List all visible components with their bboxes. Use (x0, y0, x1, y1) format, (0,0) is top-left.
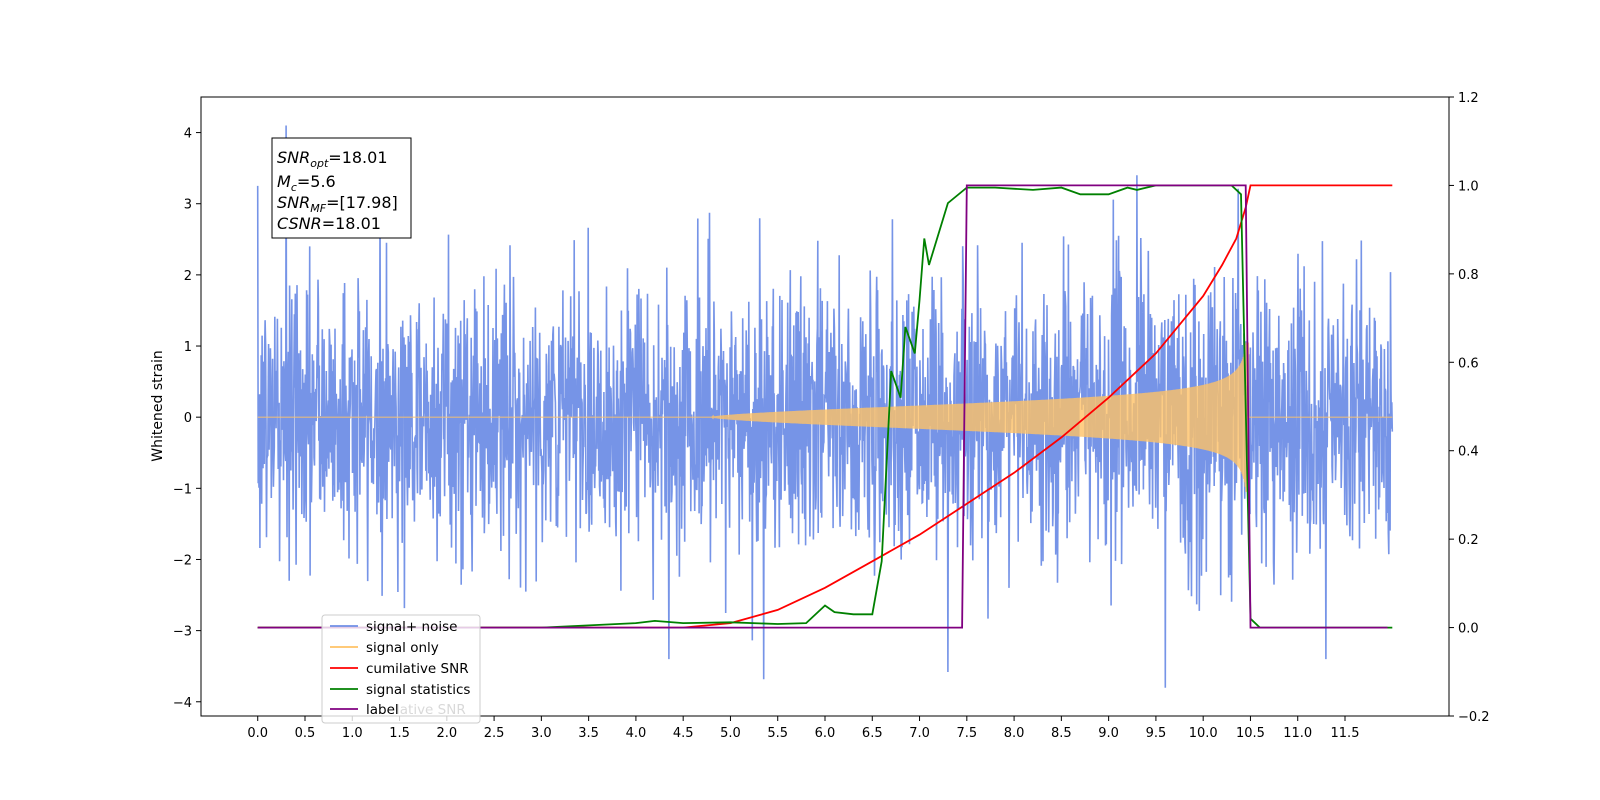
x-tick-label: 2.5 (484, 726, 505, 741)
legend-label: signal statistics (366, 682, 470, 698)
y2-tick-label: 1.0 (1458, 179, 1479, 194)
x-tick-label: 7.5 (956, 726, 977, 741)
x-tick-label: 1.0 (342, 726, 363, 741)
y-axis-ticks: 4 3 2 1 0 −1 −2 −3 −4 (173, 127, 201, 711)
legend-label: label (366, 702, 399, 718)
y2-tick-label: 0.4 (1458, 445, 1479, 460)
y-tick-label: 4 (184, 127, 192, 142)
series-signal-only (257, 342, 1393, 492)
y-tick-label: −3 (173, 625, 192, 640)
legend-label: signal+ noise (366, 619, 457, 635)
y-tick-label: 3 (184, 198, 192, 213)
legend-item-cumulative-snr: cumilative SNR (330, 661, 469, 677)
y-tick-label: −2 (173, 553, 192, 568)
y-tick-label: −1 (173, 482, 192, 497)
metrics-annotation-box: SNRopt=18.01 Mc=5.6 SNRMF=[17.98] CSNR=1… (271, 137, 412, 239)
series-cumulative-snr (257, 184, 1393, 629)
x-tick-label: 3.5 (578, 726, 599, 741)
x-tick-label: 8.5 (1051, 726, 1072, 741)
y2-axis-ticks: 1.2 1.0 0.8 0.6 0.4 0.2 0.0 −0.2 (1449, 91, 1490, 725)
x-tick-label: 0.0 (247, 726, 268, 741)
series-label (257, 184, 1388, 629)
x-tick-label: 0.5 (295, 726, 316, 741)
legend-item-signal-noise: signal+ noise (330, 619, 457, 635)
y-tick-label: 0 (184, 411, 192, 426)
legend-overlap-text: lative SNR (396, 702, 466, 718)
x-tick-label: 11.5 (1331, 726, 1360, 741)
x-tick-label: 10.0 (1189, 726, 1218, 741)
legend-item-signal-statistics: signal statistics (330, 682, 470, 698)
legend-label: cumilative SNR (366, 661, 469, 677)
x-tick-label: 9.0 (1098, 726, 1119, 741)
csnr-annotation: CSNR=18.01 (277, 214, 381, 233)
x-tick-label: 9.5 (1146, 726, 1167, 741)
x-tick-label: 5.0 (720, 726, 741, 741)
x-tick-label: 4.5 (673, 726, 694, 741)
y2-tick-label: 0.0 (1458, 622, 1479, 637)
y2-tick-label: −0.2 (1458, 710, 1490, 725)
y-tick-label: 2 (184, 269, 192, 284)
legend-item-label: label (330, 702, 399, 718)
legend: lative SNR signal+ noise signal only cum… (321, 614, 481, 724)
legend-item-signal-only: signal only (330, 640, 439, 656)
x-tick-label: 6.5 (862, 726, 883, 741)
mc-annotation: Mc=5.6 (277, 172, 336, 194)
y-axis-label: Whitened strain (150, 350, 166, 461)
y-tick-label: 1 (184, 340, 192, 355)
x-tick-label: 2.0 (436, 726, 457, 741)
snr-mf-annotation: SNRMF=[17.98] (277, 193, 398, 215)
x-tick-label: 10.5 (1236, 726, 1265, 741)
x-tick-label: 8.0 (1004, 726, 1025, 741)
x-tick-label: 1.5 (389, 726, 410, 741)
y-tick-label: −4 (173, 696, 192, 711)
y2-tick-label: 1.2 (1458, 91, 1479, 106)
legend-label: signal only (366, 640, 439, 656)
x-tick-label: 3.0 (531, 726, 552, 741)
x-tick-label: 5.5 (767, 726, 788, 741)
x-axis-ticks: 0.0 0.5 1.0 1.5 2.0 2.5 3.0 3.5 4.0 4.5 5.0 5.5 6.0 6… (247, 716, 1359, 741)
x-tick-label: 11.0 (1283, 726, 1312, 741)
x-tick-label: 7.0 (909, 726, 930, 741)
y2-tick-label: 0.2 (1458, 533, 1479, 548)
x-tick-label: 4.0 (626, 726, 647, 741)
y2-tick-label: 0.8 (1458, 268, 1479, 283)
snr-opt-annotation: SNRopt=18.01 (277, 148, 388, 170)
x-tick-label: 6.0 (815, 726, 836, 741)
y2-tick-label: 0.6 (1458, 356, 1479, 371)
